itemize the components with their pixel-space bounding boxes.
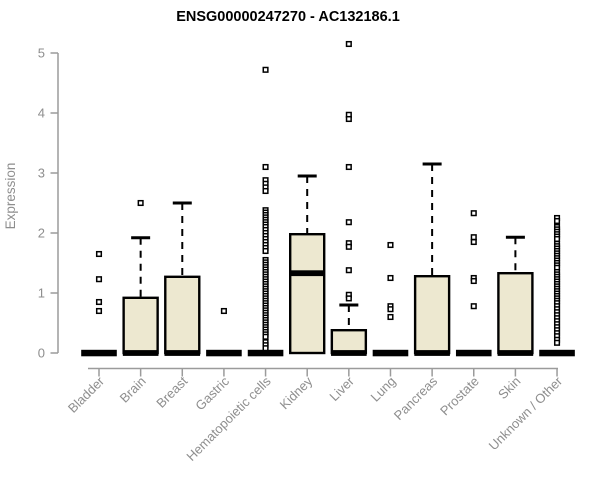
collapsed-box-hematopoietic-cells: [247, 349, 284, 357]
outlier-point-hematopoietic-cells: [262, 187, 269, 195]
box-skin: [497, 272, 534, 355]
outlier-point-liver: [345, 295, 352, 302]
outlier-point-liver: [345, 267, 352, 274]
median-line-breast: [164, 350, 201, 356]
outlier-point-lung: [387, 306, 394, 313]
boxplot-gastric: [206, 307, 242, 357]
box-brain: [122, 296, 159, 355]
y-tick-label-2: 2: [38, 226, 45, 241]
outlier-point-bladder: [95, 276, 103, 283]
x-axis-label-pancreas: Pancreas: [391, 373, 441, 423]
outlier-point-liver: [345, 163, 352, 171]
collapsed-box-bladder: [81, 349, 117, 357]
outlier-point-liver: [345, 40, 352, 48]
chart-title: ENSG00000247270 - AC132186.1: [176, 9, 400, 25]
boxplot-prostate: [455, 210, 492, 357]
x-axis-label-breast: Breast: [153, 373, 190, 410]
y-tick-label-3: 3: [38, 166, 45, 181]
outlier-point-liver: [345, 243, 352, 250]
outlier-point-bladder: [95, 298, 103, 306]
outlier-point-unknown-other: [553, 339, 561, 346]
outlier-point-lung: [387, 274, 394, 282]
x-axis-label-liver: Liver: [326, 373, 357, 404]
boxplot-hematopoietic-cells: [247, 66, 284, 357]
outlier-point-prostate: [470, 303, 477, 310]
median-line-kidney: [289, 270, 325, 277]
outlier-point-gastric: [220, 307, 227, 315]
y-axis-title: Expression: [3, 163, 18, 230]
outlier-point-hematopoietic-cells: [262, 345, 269, 352]
boxplot-unknown-other: [539, 214, 575, 357]
outlier-point-hematopoietic-cells: [262, 163, 269, 171]
boxplot-bladder: [81, 250, 117, 357]
y-tick-label-1: 1: [38, 286, 45, 301]
x-axis-label-lung: Lung: [368, 374, 399, 405]
x-axis-label-skin: Skin: [495, 374, 523, 402]
outlier-point-prostate: [470, 210, 477, 217]
collapsed-box-unknown-other: [539, 349, 575, 357]
outlier-point-hematopoietic-cells: [262, 333, 269, 340]
box-kidney: [289, 232, 326, 355]
boxplot-brain: [122, 199, 159, 356]
box-liver: [330, 329, 368, 355]
collapsed-box-prostate: [455, 349, 492, 357]
median-line-skin: [497, 350, 534, 356]
boxplot-pancreas: [413, 162, 451, 356]
median-line-brain: [122, 350, 159, 356]
box-breast: [164, 275, 201, 355]
outlier-point-unknown-other: [553, 235, 561, 243]
boxplot-skin: [497, 235, 534, 356]
collapsed-box-gastric: [206, 349, 242, 357]
x-axis-label-gastric: Gastric: [192, 373, 232, 413]
outlier-point-lung: [387, 313, 394, 321]
outlier-point-prostate: [470, 238, 477, 246]
x-axis-label-prostate: Prostate: [437, 374, 482, 419]
outlier-point-hematopoietic-cells: [262, 247, 269, 255]
x-axis-label-kidney: Kidney: [277, 373, 316, 412]
boxplot-kidney: [289, 174, 326, 355]
y-tick-label-4: 4: [38, 106, 45, 121]
x-axis-label-bladder: Bladder: [65, 373, 108, 416]
boxplot-breast: [164, 201, 201, 356]
median-line-liver: [331, 350, 367, 356]
x-axis-label-unknown-other: Unknown / Other: [486, 373, 566, 453]
outlier-point-liver: [345, 219, 352, 226]
boxplot-lung: [372, 241, 409, 357]
x-axis-label-brain: Brain: [117, 374, 149, 406]
median-line-pancreas: [414, 350, 450, 356]
y-tick-label-5: 5: [38, 46, 45, 61]
box-pancreas: [413, 275, 451, 355]
outlier-point-bladder: [95, 307, 103, 315]
outlier-point-liver: [345, 115, 352, 123]
outlier-point-prostate: [470, 277, 477, 285]
y-tick-label-0: 0: [38, 346, 45, 361]
outlier-point-unknown-other: [553, 217, 561, 225]
outlier-point-lung: [387, 241, 394, 249]
boxplot-liver: [330, 40, 368, 356]
collapsed-box-lung: [372, 349, 409, 357]
outlier-point-prostate: [470, 234, 477, 241]
outlier-point-brain: [137, 199, 144, 207]
outlier-point-hematopoietic-cells: [262, 66, 269, 73]
boxplots-group: [81, 40, 575, 357]
outlier-point-bladder: [95, 250, 103, 258]
